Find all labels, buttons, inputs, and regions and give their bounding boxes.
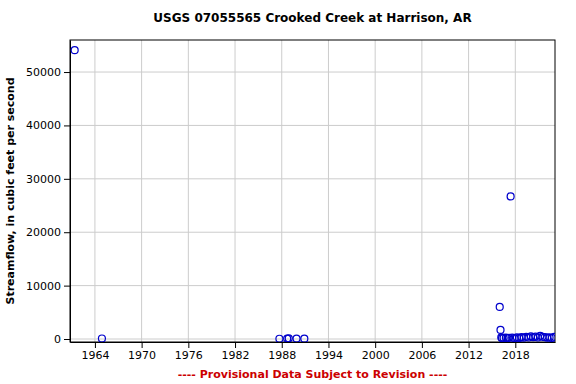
y-axis: 0 10000 20000 30000 40000 50000 [26,41,71,347]
y-tick: 50000 [26,66,70,79]
x-tick-mark [375,342,376,348]
y-axis-label: Streamflow, in cubic feet per second [4,77,17,304]
x-tick: 2018 [502,342,530,362]
y-tick: 0 [54,333,70,346]
point [98,335,105,342]
x-tick-mark [188,342,189,348]
y-grid-line [70,285,555,286]
x-tick: 1982 [222,342,250,362]
point [276,335,283,342]
x-axis: 1964 1970 1976 1982 1988 1994 2000 2006 2012 2018 [71,342,556,362]
x-tick-label: 1988 [268,349,296,362]
y-tick-mark [64,125,70,126]
plot-frame [70,40,555,342]
x-tick: 2006 [408,342,436,362]
point [496,303,503,310]
x-tick: 1964 [81,342,109,362]
y-tick-label: 40000 [26,119,61,132]
y-tick-mark [64,179,70,180]
x-tick: 1976 [175,342,203,362]
y-tick: 20000 [26,226,70,239]
y-tick-mark [64,286,70,287]
y-tick-label: 30000 [26,173,61,186]
point [497,326,504,333]
grid [70,40,555,342]
x-grid-line [188,40,189,342]
x-tick: 1994 [315,342,343,362]
x-grid-line [141,40,142,342]
y-tick-label: 50000 [26,66,61,79]
x-grid-line [515,40,516,342]
x-grid-line [281,40,282,342]
x-grid-line [375,40,376,342]
x-grid-line [328,40,329,342]
x-tick-mark [515,342,516,348]
x-tick-mark [328,342,329,348]
x-tick-label: 1982 [222,349,250,362]
x-tick-label: 1964 [81,349,109,362]
chart: 1964 1970 1976 1982 1988 1994 2000 2006 2012 2018… [0,0,576,384]
x-grid-line [468,40,469,342]
x-tick-mark [469,342,470,348]
y-tick-label: 20000 [26,226,61,239]
x-grid-line [94,40,95,342]
point [293,335,300,342]
x-tick-mark [95,342,96,348]
point [507,193,514,200]
point [285,335,292,342]
title: USGS 07055565 Crooked Creek at Harrison,… [153,11,471,25]
annotation: ---- Provisional Data Subject to Revisio… [178,368,448,381]
x-tick-label: 2012 [455,349,483,362]
y-tick: 30000 [26,173,70,186]
point [551,333,555,340]
y-tick-label: 10000 [26,280,61,293]
x-tick-label: 2018 [502,349,530,362]
y-grid-line [70,125,555,126]
x-tick-label: 2006 [408,349,436,362]
y-grid-line [70,72,555,73]
x-tick-label: 1994 [315,349,343,362]
points [71,47,555,342]
x-tick: 2000 [362,342,390,362]
y-tick-mark [64,232,70,233]
y-grid-line [70,232,555,233]
y-tick-mark [64,339,70,340]
x-tick-label: 2000 [362,349,390,362]
point [71,47,78,54]
y-tick-mark [64,72,70,73]
x-tick-mark [422,342,423,348]
y-grid-line [70,339,555,340]
x-tick-mark [235,342,236,348]
x-tick: 1970 [128,342,156,362]
x-tick-label: 1970 [128,349,156,362]
x-tick-label: 1976 [175,349,203,362]
x-tick: 1988 [268,342,296,362]
y-tick: 40000 [26,119,70,132]
x-grid-line [235,40,236,342]
y-grid-line [70,178,555,179]
x-tick: 2012 [455,342,483,362]
y-tick: 10000 [26,280,70,293]
x-tick-mark [142,342,143,348]
y-tick-label: 0 [54,333,61,346]
x-grid-line [421,40,422,342]
point [301,335,308,342]
x-tick-mark [282,342,283,348]
